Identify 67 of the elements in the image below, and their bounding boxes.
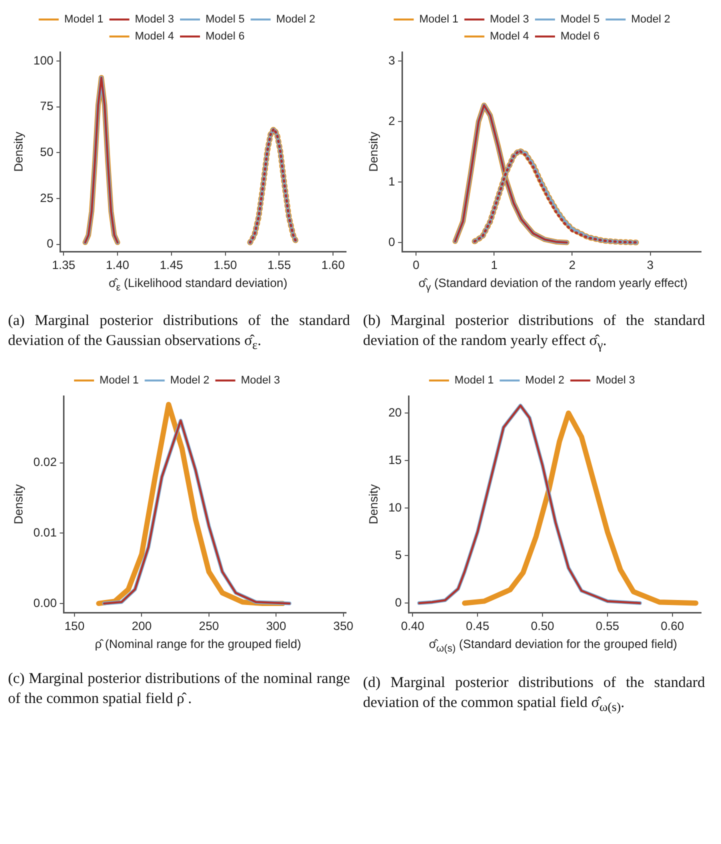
legend-label: Model 6 [560, 30, 600, 43]
y-tick-label: 2 [388, 114, 396, 128]
legend-label: Model 2 [631, 14, 670, 26]
legend-label: Model 3 [134, 14, 174, 26]
x-tick-label: 2 [568, 258, 576, 272]
x-tick-label: 0 [412, 258, 420, 272]
x-tick-label: 1 [490, 258, 498, 272]
y-tick-label: 100 [33, 53, 54, 68]
x-tick-label: 1.45 [160, 258, 184, 272]
x-axis-title: σ̂$_{γ}$ (Standard deviation of the random yearly effect) [418, 276, 688, 294]
y-axis-title: Density [366, 484, 381, 525]
y-tick-label: 0.00 [33, 596, 58, 610]
x-tick-label: 250 [198, 620, 220, 634]
legend-label: Model 1 [419, 14, 458, 26]
y-tick-label: 0 [46, 236, 54, 251]
x-tick-label: 0.50 [530, 620, 555, 634]
x-tick-label: 150 [64, 620, 85, 634]
x-axis-title: σ̂$_{ω(s)}$ (Standard deviation for the grouped field) [428, 637, 678, 655]
legend-label: Model 2 [170, 374, 210, 387]
y-axis-title: Density [12, 132, 26, 172]
y-tick-label: 50 [40, 145, 54, 160]
legend-label: Model 4 [134, 30, 174, 43]
x-axis-title: ρ̂ (Nominal range for the grouped field) [94, 637, 302, 652]
x-tick-label: 0.45 [466, 620, 490, 634]
x-tick-label: 300 [266, 620, 286, 634]
x-tick-label: 1.60 [321, 258, 346, 272]
x-tick-label: 0.40 [400, 620, 425, 634]
y-tick-label: 25 [40, 190, 54, 205]
x-tick-label: 1.55 [268, 258, 292, 272]
x-tick-label: 1.50 [214, 258, 238, 272]
legend-label: Model 2 [276, 14, 316, 26]
y-tick-label: 20 [388, 406, 402, 420]
text: (a) Marginal posterior distributions of the standard deviation of the Gaussian observations σ̂$_{ε}$. [8, 312, 351, 354]
y-tick-label: 15 [388, 453, 402, 468]
x-tick-label: 0.55 [596, 620, 620, 634]
legend-label: Model 3 [490, 14, 530, 26]
legend-label: Model 2 [525, 374, 564, 387]
text: (b) Marginal posterior distributions of the standard deviation of the random yearly effect σ̂$_{γ}$. [363, 312, 706, 354]
y-tick-label: 5 [395, 548, 402, 562]
text: (c) Marginal posterior distributions of the nominal range of the common spatial field ρ̂ . [8, 670, 351, 710]
x-tick-label: 1.40 [106, 258, 130, 272]
y-tick-label: 1 [388, 174, 396, 188]
y-tick-label: 0 [395, 596, 402, 610]
x-tick-label: 1.35 [52, 258, 76, 272]
legend-label: Model 3 [596, 374, 635, 387]
y-tick-label: 10 [388, 500, 402, 515]
x-tick-label: 0.60 [660, 620, 684, 634]
legend-label: Model 5 [206, 14, 245, 26]
legend-label: Model 3 [240, 374, 280, 387]
text: (d) Marginal posterior distributions of the standard deviation of the common spatial field σ̂$_{ω(s)}$. [363, 674, 706, 716]
y-tick-label: 75 [40, 99, 54, 114]
x-axis-title: σ̂$_{ε}$ (Likelihood standard deviation) [108, 276, 288, 294]
legend-label: Model 1 [64, 14, 104, 26]
y-tick-label: 0.01 [33, 526, 58, 540]
legend-label: Model 5 [560, 14, 600, 26]
x-tick-label: 350 [333, 620, 354, 634]
legend-label: Model 1 [454, 374, 494, 387]
y-axis-title: Density [12, 484, 26, 525]
y-tick-label: 0.02 [33, 456, 58, 470]
legend-label: Model 4 [490, 30, 530, 43]
y-tick-label: 0 [388, 234, 396, 249]
x-tick-label: 200 [132, 620, 152, 634]
legend-label: Model 1 [100, 374, 139, 387]
legend-label: Model 6 [206, 30, 245, 43]
x-tick-label: 3 [646, 258, 654, 272]
y-tick-label: 3 [388, 53, 396, 68]
y-axis-title: Density [366, 132, 381, 172]
